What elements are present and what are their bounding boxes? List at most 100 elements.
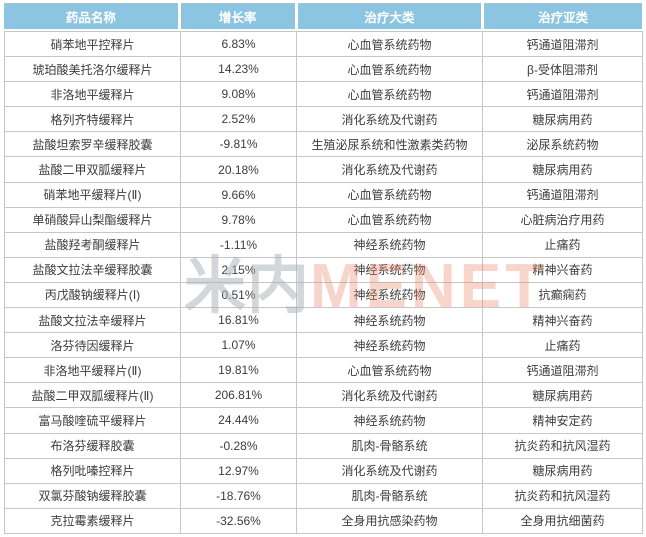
cell-name: 盐酸二甲双胍缓释片(Ⅱ) <box>4 382 181 409</box>
cell-growth: 2.52% <box>180 106 297 133</box>
cell-growth: 9.66% <box>180 181 297 208</box>
cell-subcategory: 止痛药 <box>482 231 643 258</box>
cell-growth: 9.08% <box>180 81 297 108</box>
cell-subcategory: 抗炎药和抗风湿药 <box>482 432 643 459</box>
cell-category: 消化系统及代谢药 <box>296 382 483 409</box>
cell-subcategory: 泌尿系统药物 <box>482 131 643 158</box>
cell-subcategory: 全身用抗细菌药 <box>482 507 643 535</box>
cell-name: 格列吡嗪控释片 <box>4 457 181 484</box>
cell-name: 非洛地平缓释片(Ⅱ) <box>4 357 181 384</box>
cell-category: 肌肉-骨骼系统 <box>296 482 483 509</box>
cell-growth: 24.44% <box>180 407 297 434</box>
cell-category: 神经系统药物 <box>296 256 483 283</box>
cell-category: 消化系统及代谢药 <box>296 457 483 484</box>
cell-name: 单硝酸异山梨酯缓释片 <box>4 206 181 233</box>
cell-category: 神经系统药物 <box>296 407 483 434</box>
cell-name: 双氯芬酸钠缓释胶囊 <box>4 482 181 509</box>
cell-name: 硝苯地平控释片 <box>4 30 181 58</box>
table-row: 盐酸坦索罗辛缓释胶囊 -9.81% 生殖泌尿系统和性激素类药物 泌尿系统药物 <box>4 131 643 158</box>
cell-name: 盐酸文拉法辛缓释片 <box>4 307 181 334</box>
cell-subcategory: 止痛药 <box>482 332 643 359</box>
table-row: 克拉霉素缓释片 -32.56% 全身用抗感染药物 全身用抗细菌药 <box>4 507 643 535</box>
table-row: 盐酸二甲双胍缓释片 20.18% 消化系统及代谢药 糖尿病用药 <box>4 156 643 183</box>
cell-name: 格列齐特缓释片 <box>4 106 181 133</box>
cell-subcategory: 抗炎药和抗风湿药 <box>482 482 643 509</box>
cell-category: 神经系统药物 <box>296 307 483 334</box>
cell-name: 丙戊酸钠缓释片(Ⅰ) <box>4 281 181 309</box>
cell-subcategory: 糖尿病用药 <box>482 106 643 133</box>
cell-category: 心血管系统药物 <box>296 81 483 108</box>
cell-growth: -18.76% <box>180 482 297 509</box>
cell-category: 神经系统药物 <box>296 332 483 359</box>
cell-subcategory: 精神兴奋药 <box>482 256 643 283</box>
table-row: 格列吡嗪控释片 12.97% 消化系统及代谢药 糖尿病用药 <box>4 457 643 484</box>
table-row: 格列齐特缓释片 2.52% 消化系统及代谢药 糖尿病用药 <box>4 106 643 133</box>
cell-growth: 19.81% <box>180 357 297 384</box>
cell-subcategory: 钙通道阻滞剂 <box>482 81 643 108</box>
cell-category: 生殖泌尿系统和性激素类药物 <box>296 131 483 158</box>
cell-growth: 1.07% <box>180 332 297 359</box>
cell-subcategory: 心脏病治疗用药 <box>482 206 643 233</box>
cell-category: 肌肉-骨骼系统 <box>296 432 483 459</box>
cell-growth: 20.18% <box>180 156 297 183</box>
cell-name: 硝苯地平缓释片(Ⅱ) <box>4 181 181 208</box>
cell-name: 琥珀酸美托洛尔缓释片 <box>4 56 181 83</box>
cell-growth: 6.83% <box>180 30 297 58</box>
header-drug-name: 药品名称 <box>4 3 178 29</box>
cell-subcategory: 糖尿病用药 <box>482 457 643 484</box>
cell-name: 盐酸二甲双胍缓释片 <box>4 156 181 183</box>
cell-name: 克拉霉素缓释片 <box>4 507 181 535</box>
cell-category: 心血管系统药物 <box>296 206 483 233</box>
cell-growth: 0.51% <box>180 281 297 309</box>
cell-growth: 16.81% <box>180 307 297 334</box>
cell-subcategory: 钙通道阻滞剂 <box>482 30 643 58</box>
cell-growth: 206.81% <box>180 382 297 409</box>
cell-growth: -0.28% <box>180 432 297 459</box>
table-row: 布洛芬缓释胶囊 -0.28% 肌肉-骨骼系统 抗炎药和抗风湿药 <box>4 432 643 459</box>
table-row: 双氯芬酸钠缓释胶囊 -18.76% 肌肉-骨骼系统 抗炎药和抗风湿药 <box>4 482 643 509</box>
table-row: 盐酸羟考酮缓释片 -1.11% 神经系统药物 止痛药 <box>4 231 643 258</box>
cell-growth: -9.81% <box>180 131 297 158</box>
cell-category: 心血管系统药物 <box>296 181 483 208</box>
cell-growth: 12.97% <box>180 457 297 484</box>
cell-category: 神经系统药物 <box>296 231 483 258</box>
cell-growth: 2.15% <box>180 256 297 283</box>
table-row: 非洛地平缓释片 9.08% 心血管系统药物 钙通道阻滞剂 <box>4 81 643 108</box>
cell-subcategory: 抗癫痫药 <box>482 281 643 309</box>
table-header-row: 药品名称 增长率 治疗大类 治疗亚类 <box>4 3 642 29</box>
cell-name: 盐酸羟考酮缓释片 <box>4 231 181 258</box>
cell-growth: -1.11% <box>180 231 297 258</box>
cell-name: 非洛地平缓释片 <box>4 81 181 108</box>
drug-table-wrapper: 药品名称 增长率 治疗大类 治疗亚类 硝苯地平控释片 6.83% 心血管系统药物 钙通… <box>4 3 643 535</box>
cell-name: 盐酸坦索罗辛缓释胶囊 <box>4 131 181 158</box>
header-growth-rate: 增长率 <box>180 3 295 29</box>
table-row: 盐酸文拉法辛缓释胶囊 2.15% 神经系统药物 精神兴奋药 <box>4 256 643 283</box>
table-row: 非洛地平缓释片(Ⅱ) 19.81% 心血管系统药物 钙通道阻滞剂 <box>4 357 643 384</box>
cell-category: 心血管系统药物 <box>296 56 483 83</box>
table-row: 单硝酸异山梨酯缓释片 9.78% 心血管系统药物 心脏病治疗用药 <box>4 206 643 233</box>
cell-subcategory: 糖尿病用药 <box>482 156 643 183</box>
drug-data-table: 硝苯地平控释片 6.83% 心血管系统药物 钙通道阻滞剂 琥珀酸美托洛尔缓释片 14.23… <box>4 30 643 535</box>
cell-subcategory: β-受体阻滞剂 <box>482 56 643 83</box>
cell-subcategory: 糖尿病用药 <box>482 382 643 409</box>
cell-name: 盐酸文拉法辛缓释胶囊 <box>4 256 181 283</box>
cell-subcategory: 钙通道阻滞剂 <box>482 357 643 384</box>
cell-subcategory: 精神安定药 <box>482 407 643 434</box>
cell-subcategory: 钙通道阻滞剂 <box>482 181 643 208</box>
cell-category: 消化系统及代谢药 <box>296 106 483 133</box>
cell-category: 心血管系统药物 <box>296 30 483 58</box>
table-row: 盐酸二甲双胍缓释片(Ⅱ) 206.81% 消化系统及代谢药 糖尿病用药 <box>4 382 643 409</box>
cell-subcategory: 精神兴奋药 <box>482 307 643 334</box>
cell-category: 心血管系统药物 <box>296 357 483 384</box>
cell-growth: 9.78% <box>180 206 297 233</box>
table-row: 硝苯地平缓释片(Ⅱ) 9.66% 心血管系统药物 钙通道阻滞剂 <box>4 181 643 208</box>
table-body: 硝苯地平控释片 6.83% 心血管系统药物 钙通道阻滞剂 琥珀酸美托洛尔缓释片 14.23… <box>4 30 643 535</box>
cell-name: 布洛芬缓释胶囊 <box>4 432 181 459</box>
cell-category: 全身用抗感染药物 <box>296 507 483 535</box>
table-row: 洛芬待因缓释片 1.07% 神经系统药物 止痛药 <box>4 332 643 359</box>
cell-growth: 14.23% <box>180 56 297 83</box>
cell-growth: -32.56% <box>180 507 297 535</box>
table-row: 丙戊酸钠缓释片(Ⅰ) 0.51% 神经系统药物 抗癫痫药 <box>4 281 643 309</box>
cell-category: 消化系统及代谢药 <box>296 156 483 183</box>
